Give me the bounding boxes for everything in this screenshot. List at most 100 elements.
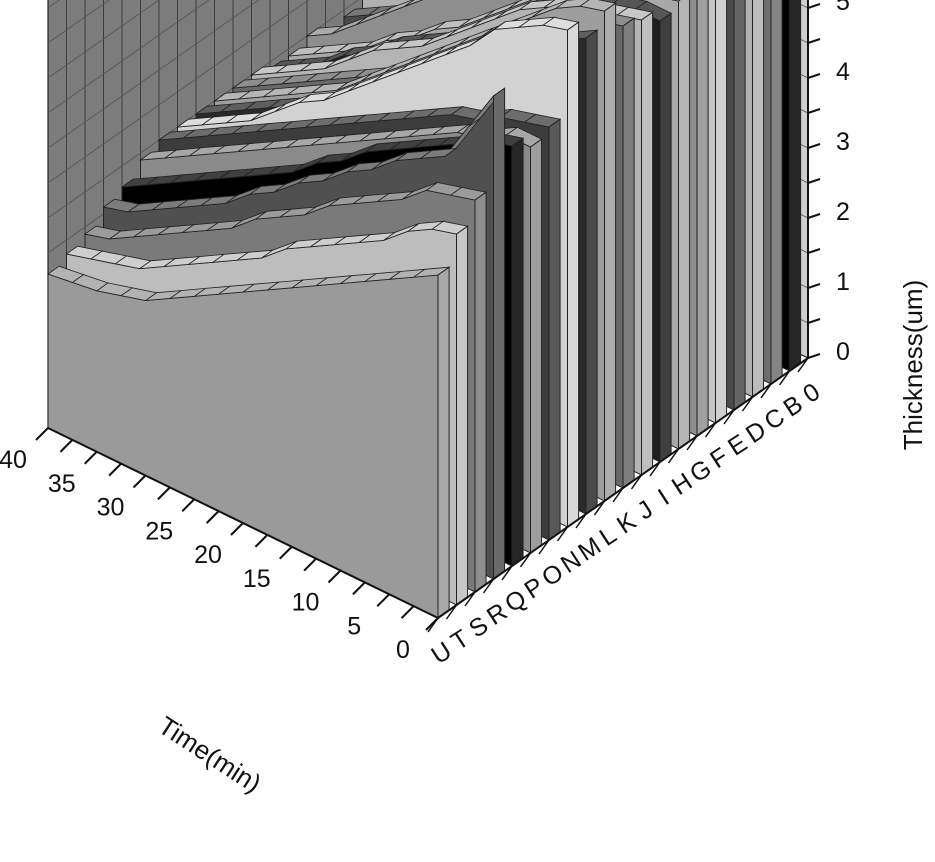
ribbon-end-cap — [567, 21, 580, 528]
ribbon-end-cap — [437, 266, 450, 619]
ribbon-end-cap — [474, 191, 487, 593]
x-tick — [84, 451, 98, 465]
x-axis-title: Time(min) — [153, 710, 267, 798]
series-tick — [593, 500, 606, 516]
series-tick — [427, 617, 439, 633]
ribbon-top-segment — [250, 64, 289, 76]
z-tick — [807, 38, 821, 44]
z-tick-label: 4 — [836, 58, 850, 86]
ribbon-end-cap — [715, 0, 728, 424]
series-tick — [704, 422, 717, 438]
ribbon-top-segment — [176, 116, 215, 128]
ribbon-end-cap — [493, 87, 506, 580]
series-tick — [649, 461, 661, 477]
x-tick — [181, 498, 195, 512]
series-tick — [538, 539, 550, 555]
series-tick-label: J — [632, 495, 658, 525]
series-tick — [575, 513, 587, 529]
series-tick — [464, 591, 476, 607]
ribbon-end-cap — [733, 0, 746, 411]
z-tick-label: 2 — [836, 198, 850, 226]
x-tick — [132, 474, 147, 489]
ribbon-end-cap — [511, 137, 524, 567]
ribbon-top-segment — [213, 90, 252, 102]
x-tick — [303, 557, 317, 572]
ribbon-top-segment — [194, 103, 233, 115]
series-tick-label: I — [653, 484, 674, 511]
x-tick — [108, 462, 122, 477]
z-tick — [807, 178, 821, 184]
series-tick — [778, 370, 791, 386]
ribbon-end-cap — [770, 0, 783, 385]
x-tick-label: 20 — [194, 541, 222, 569]
ribbon-end-cap — [456, 225, 469, 606]
ribbon-top-segment — [287, 45, 326, 57]
z-axis-title: Thickness(um) — [898, 280, 928, 450]
z-tick — [807, 318, 821, 324]
series-tick — [723, 409, 735, 425]
x-tick — [230, 522, 244, 536]
ribbon-end-cap — [678, 0, 691, 450]
x-tick-label: 40 — [0, 446, 27, 474]
x-tick-label: 5 — [347, 612, 361, 640]
series-tick — [556, 526, 569, 542]
series-tick-label: K — [612, 507, 642, 540]
z-tick-label: 5 — [836, 0, 850, 16]
x-tick — [376, 593, 390, 607]
ribbon-top-segment — [84, 225, 122, 240]
ribbon-top-segment — [305, 25, 344, 37]
series-tick — [501, 565, 513, 581]
x-tick — [205, 510, 220, 524]
x-tick-label: 30 — [97, 494, 125, 522]
series-tick — [760, 383, 772, 399]
series-tick — [445, 604, 458, 620]
series-tick — [630, 474, 643, 490]
ribbon-end-cap — [548, 118, 561, 541]
x-tick-label: 35 — [48, 470, 76, 498]
z-tick-label: 1 — [836, 268, 850, 296]
x-tick — [352, 581, 366, 596]
ribbon-top-segment — [120, 176, 159, 188]
series-tick — [667, 448, 680, 464]
x-tick — [157, 486, 171, 501]
grid-line — [47, 0, 809, 114]
x-tick-label: 10 — [292, 589, 320, 617]
z-tick-label: 0 — [836, 338, 850, 366]
x-tick — [254, 534, 269, 548]
x-tick — [400, 605, 415, 619]
ribbon-end-cap — [641, 11, 654, 476]
ribbon-top-segment — [102, 198, 140, 213]
x-tick-label: 0 — [396, 636, 410, 664]
ribbon-top-segment — [139, 149, 178, 161]
ribbon-top-segment — [47, 265, 85, 283]
x-tick — [279, 546, 293, 560]
ribbon-end-cap — [622, 17, 635, 489]
z-tick-label: 3 — [836, 128, 850, 156]
z-tick — [807, 248, 821, 254]
x-tick — [327, 569, 342, 584]
ribbon-top-segment — [231, 77, 270, 89]
z-tick — [807, 3, 821, 9]
z-tick — [807, 73, 821, 79]
ribbon-end-cap — [752, 0, 765, 398]
ribbon-top-segment — [157, 129, 196, 141]
series-tick — [612, 487, 624, 503]
z-tick — [807, 108, 821, 114]
ribbon-top-segment — [65, 245, 103, 260]
series-tick — [482, 578, 495, 594]
x-tick — [35, 427, 49, 441]
ribbon-end-cap — [789, 0, 802, 372]
x-tick-label: 15 — [243, 565, 271, 593]
z-tick — [807, 353, 821, 359]
z-tick — [807, 283, 821, 289]
series-tick — [741, 396, 754, 412]
series-ribbon-U — [47, 265, 451, 619]
ribbon-top-segment — [404, 0, 424, 7]
series-tick-label: 0 — [798, 378, 825, 409]
ribbon-end-cap — [604, 2, 617, 502]
z-tick — [807, 213, 821, 219]
ribbon-end-cap — [530, 138, 543, 554]
series-tick — [797, 357, 809, 373]
ribbon-end-cap — [696, 0, 709, 437]
